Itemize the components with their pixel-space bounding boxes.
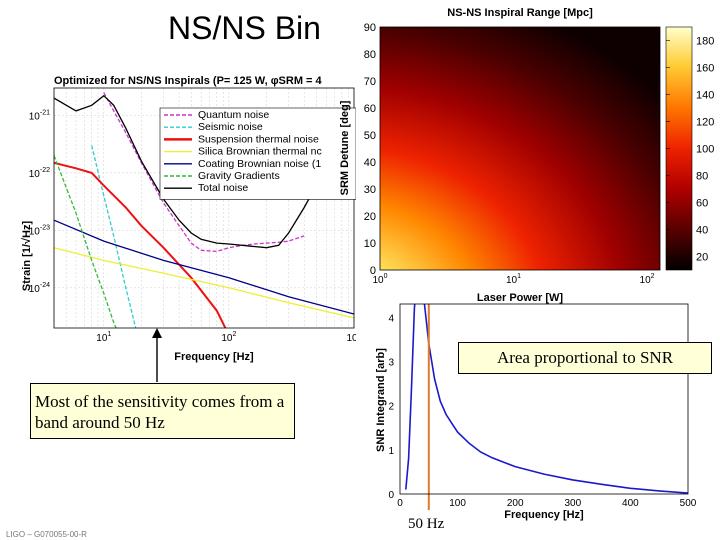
snr-x-tick: 400 <box>622 498 639 509</box>
snr-chart-xlabel: Frequency [Hz] <box>504 509 584 521</box>
slide-title: NS/NS Bin <box>168 10 321 46</box>
snr-x-tick: 200 <box>507 498 524 509</box>
footer-id: LIGO – G070055-00-R <box>6 530 87 539</box>
heatmap-surface <box>380 27 660 270</box>
legend-entry: Quantum noise <box>198 109 269 121</box>
snr-y-tick: 1 <box>388 446 394 457</box>
legend-entry: Gravity Gradients <box>198 170 280 182</box>
noise-y-tick: 10-23 <box>29 224 50 237</box>
noise-series-6 <box>54 94 354 249</box>
noise-series-1 <box>91 145 137 328</box>
legend-entry: Suspension thermal noise <box>198 133 319 145</box>
heatmap-axes-frame <box>379 26 661 271</box>
heatmap-y-tick: 0 <box>370 265 376 277</box>
colorbar-tick: 180 <box>696 36 714 48</box>
colorbar-tick: 140 <box>696 90 714 102</box>
inspiral-range-heatmap: NS-NS Inspiral Range [Mpc] 100 101 1020102… <box>339 7 720 304</box>
snr-x-tick: 100 <box>449 498 466 509</box>
heatmap-xlabel: Laser Power [W] <box>477 292 564 304</box>
noise-y-tick: 10-24 <box>29 282 50 295</box>
sensitivity-band-note: Most of the sensitivity comes from a ban… <box>30 383 295 439</box>
noise-series-3 <box>54 247 354 319</box>
colorbar-tick: 120 <box>696 117 714 129</box>
noise-y-tick: 10-22 <box>29 167 50 180</box>
colorbar-tick: 60 <box>696 198 708 210</box>
noise-x-tick: 102 <box>221 331 236 344</box>
snr-integrand-curve <box>405 304 688 494</box>
heatmap-title: NS-NS Inspiral Range [Mpc] <box>447 7 593 19</box>
heatmap-y-tick: 40 <box>364 157 376 169</box>
colorbar-tick: 80 <box>696 171 708 183</box>
legend-entry: Total noise <box>198 182 248 194</box>
noise-curves-chart: Optimized for NS/NS Inspirals (P= 125 W,… <box>21 75 356 363</box>
noise-chart-title: Optimized for NS/NS Inspirals (P= 125 W,… <box>54 75 323 87</box>
snr-chart-ylabel: SNR Integrand [arb] <box>375 348 387 452</box>
noise-chart-axes-frame <box>53 87 355 329</box>
snr-y-tick: 4 <box>388 313 394 324</box>
snr-chart-axes-frame <box>399 303 689 495</box>
heatmap-y-tick: 80 <box>364 49 376 61</box>
noise-series-0 <box>103 92 305 253</box>
noise-chart-xlabel: Frequency [Hz] <box>174 351 254 363</box>
heatmap-y-tick: 90 <box>364 22 376 34</box>
50hz-label: 50 Hz <box>408 516 445 532</box>
callout-arrow <box>152 328 162 382</box>
legend-entry: Coating Brownian noise (1 <box>198 158 321 170</box>
noise-y-tick: 10-21 <box>29 109 50 122</box>
snr-y-tick: 3 <box>388 357 394 368</box>
noise-x-tick: 101 <box>96 331 111 344</box>
noise-chart-ylabel: Strain [1/√Hz] <box>21 221 33 292</box>
noise-x-tick: 103 <box>346 331 356 344</box>
legend-entry: Silica Brownian thermal nc <box>198 146 322 158</box>
heatmap-y-tick: 50 <box>364 130 376 142</box>
heatmap-y-tick: 20 <box>364 211 376 223</box>
snr-x-tick: 500 <box>680 498 697 509</box>
snr-x-tick: 0 <box>397 498 403 509</box>
heatmap-y-tick: 70 <box>364 76 376 88</box>
colorbar-tick: 20 <box>696 252 708 264</box>
snr-y-tick: 0 <box>388 490 394 501</box>
noise-series-4 <box>54 219 354 315</box>
noise-series-2 <box>54 161 227 328</box>
colorbar-tick: 40 <box>696 225 708 237</box>
heatmap-ylabel: SRM Detune [deg] <box>339 100 351 195</box>
colorbar-tick: 160 <box>696 63 714 75</box>
heatmap-y-tick: 60 <box>364 103 376 115</box>
noise-series-5 <box>54 155 117 328</box>
colorbar <box>665 26 693 271</box>
colorbar-tick: 100 <box>696 144 714 156</box>
heatmap-y-tick: 30 <box>364 184 376 196</box>
area-snr-note: Area proportional to SNR <box>458 342 712 374</box>
snr-y-tick: 2 <box>388 402 394 413</box>
snr-x-tick: 300 <box>564 498 581 509</box>
heatmap-y-tick: 10 <box>364 238 376 250</box>
legend-entry: Seismic noise <box>198 121 263 133</box>
snr-integrand-chart: 0 100 200 300 400 500 0 1 2 3 4 Frequency [Hz] SNR… <box>375 303 697 521</box>
noise-legend-box <box>159 107 356 200</box>
